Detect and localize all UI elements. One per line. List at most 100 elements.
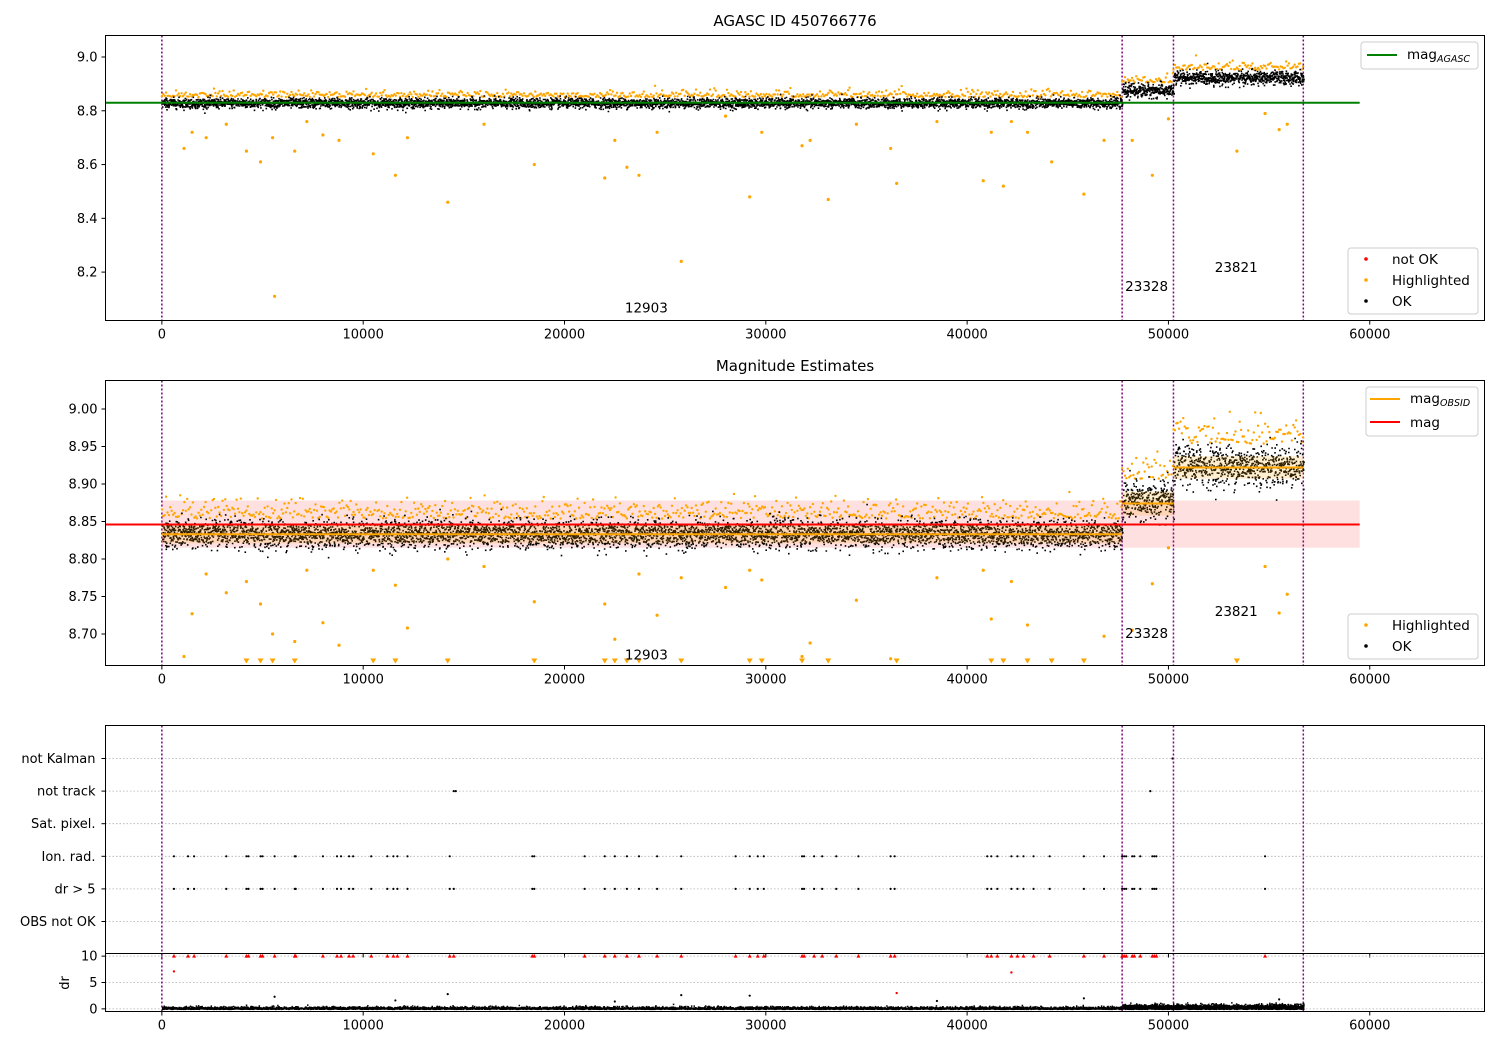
estimates-title: Magnitude Estimates	[716, 357, 874, 375]
flag-point	[294, 887, 297, 891]
highlighted-point	[1263, 564, 1267, 569]
dr-capped-marker	[385, 953, 390, 958]
x-tick-label: 20000	[544, 1019, 585, 1034]
highlighted-point	[446, 200, 450, 204]
dr-capped-marker	[1015, 953, 1020, 958]
y-tick-label: 8.70	[69, 628, 98, 643]
flag-point	[893, 887, 896, 891]
flag-point	[192, 855, 196, 858]
highlighted-point	[989, 617, 993, 621]
highlighted-point	[244, 579, 249, 584]
highlighted-points-edge	[1120, 450, 1175, 480]
flag-point	[273, 855, 276, 858]
highlighted-point	[532, 600, 536, 604]
ok-points	[1122, 80, 1175, 101]
highlighted-point	[482, 564, 486, 569]
flag-point	[613, 855, 616, 858]
dr-capped-marker	[761, 953, 766, 958]
dr-outlier-point	[394, 999, 397, 1002]
highlighted-point	[989, 130, 993, 134]
flag-point	[583, 855, 586, 858]
ok-points	[161, 503, 1124, 559]
flag-point	[990, 855, 993, 858]
dr-capped-marker	[1132, 953, 1137, 958]
dr-outlier-point	[1278, 998, 1281, 1001]
flag-point	[245, 855, 248, 858]
highlighted-point	[889, 657, 893, 661]
x-tick-label: 60000	[1349, 673, 1390, 688]
flag-point	[748, 887, 751, 891]
flag-point	[857, 855, 860, 858]
dr-capped-marker	[293, 953, 298, 958]
highlighted-point	[613, 637, 617, 641]
flag-point	[370, 887, 373, 891]
highlighted-point	[808, 138, 812, 142]
highlighted-point	[1050, 160, 1054, 164]
x-tick-label: 0	[158, 1019, 166, 1034]
flag-point	[186, 855, 190, 858]
flag-point	[889, 855, 892, 858]
agasc-plot-area: 12903 23328 23821	[105, 35, 1360, 321]
obsid-label: 23821	[1215, 604, 1258, 620]
flag-point	[245, 887, 248, 891]
flag-point	[1123, 887, 1126, 891]
highlighted-point	[293, 149, 297, 153]
flag-point	[1149, 790, 1152, 793]
highlighted-point	[800, 654, 804, 659]
flag-point	[1016, 855, 1019, 858]
legend-marker-highlighted	[1364, 278, 1368, 282]
flag-point	[172, 855, 176, 858]
dr-red-point	[895, 991, 898, 995]
flag-point	[273, 887, 276, 891]
highlighted-point	[1235, 149, 1239, 153]
clipped-point-marker	[444, 658, 451, 664]
flag-point	[1151, 855, 1154, 858]
clipped-point-marker	[623, 658, 630, 664]
flag-tick-label: Sat. pixel.	[31, 817, 95, 832]
flag-point	[986, 855, 989, 858]
highlighted-point	[1082, 192, 1086, 196]
flag-point	[347, 855, 351, 858]
dr-capped-marker	[812, 953, 817, 958]
x-tick-label: 50000	[1148, 1019, 1189, 1034]
flag-point	[1133, 887, 1136, 891]
dr-capped-marker	[1047, 953, 1052, 958]
y-tick-label: 5	[89, 976, 97, 991]
highlighted-point	[603, 176, 607, 180]
y-tick-label: 8.80	[69, 553, 98, 568]
highlighted-point	[190, 130, 194, 134]
flag-point	[1032, 887, 1035, 891]
flag-point	[259, 887, 262, 891]
legend-label-mag-agasc: magAGASC	[1407, 47, 1470, 65]
clipped-point-marker	[392, 658, 399, 664]
highlighted-point	[224, 591, 228, 595]
flag-point	[406, 855, 409, 858]
ok-points	[161, 93, 1124, 114]
dr-red-point	[1010, 971, 1013, 974]
flag-point	[452, 887, 455, 891]
dr-capped-marker	[347, 953, 352, 958]
dr-capped-marker	[532, 953, 537, 958]
dr-capped-marker	[1263, 953, 1268, 958]
flag-point	[1102, 887, 1106, 891]
flag-point	[680, 855, 683, 858]
flag-point	[1155, 855, 1158, 858]
flag-point	[225, 855, 228, 858]
flag-point	[821, 855, 824, 858]
highlighted-point	[305, 568, 309, 572]
dr-outlier-point	[613, 1000, 616, 1003]
estimates-mag-legend: magOBSID mag	[1365, 386, 1479, 437]
highlighted-point	[224, 122, 228, 126]
flag-point	[625, 887, 629, 891]
x-tick-label: 40000	[946, 673, 987, 688]
agasc-panel: AGASC ID 450766776 12903 23328 23821 0 1000…	[77, 12, 1485, 343]
flag-point	[1151, 887, 1154, 891]
highlighted-point	[190, 612, 194, 616]
highlighted-points-edge	[1172, 410, 1305, 445]
flag-point	[321, 855, 325, 858]
flag-point	[396, 855, 399, 858]
flag-point	[1263, 887, 1267, 891]
highlighted-point	[1025, 623, 1030, 627]
dr-capped-marker	[447, 953, 452, 958]
dr-capped-marker	[320, 953, 325, 958]
